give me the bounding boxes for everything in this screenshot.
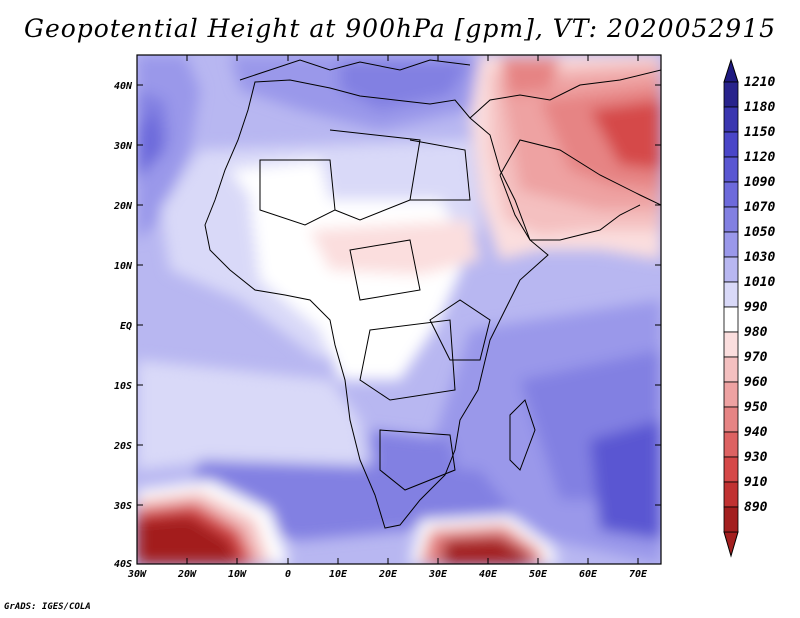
lat-label-eq: EQ (120, 321, 132, 332)
lon-label-40e: 40E (479, 569, 498, 580)
lon-label-10w: 10W (228, 569, 247, 580)
colorbar-swatch (723, 131, 739, 158)
lon-label-50e: 50E (529, 569, 548, 580)
lat-label-20n: 20N (113, 201, 133, 212)
lat-label-40n: 40N (114, 81, 133, 92)
longitude-labels: 30W 20W 10W 0 10E 20E 30E 40E 50E 60E 70… (127, 569, 648, 580)
colorbar-label: 1070 (744, 200, 775, 215)
colorbar-swatch (723, 181, 739, 208)
colorbar-swatch (723, 356, 739, 383)
colorbar-swatch (723, 106, 739, 133)
colorbar-label: 980 (744, 325, 768, 340)
colorbar-label: 950 (744, 400, 768, 415)
colorbar-swatch (723, 281, 739, 308)
colorbar-swatch (723, 506, 739, 533)
coastlines-and-borders (204, 59, 661, 529)
latitude-labels: 40N 30N 20N 10N EQ 10S 20S 30S 40S (113, 81, 133, 570)
colorbar-swatch (723, 431, 739, 458)
colorbar: 1210 1180 1150 1120 1090 1070 1050 1030 1010 990 9… (723, 58, 775, 558)
grads-credit: GrADS: IGES/COLA (4, 602, 91, 612)
lon-label-10e: 10E (329, 569, 348, 580)
colorbar-swatch (723, 481, 739, 508)
axis-ticks (137, 55, 661, 564)
height-field-shading (137, 55, 661, 564)
colorbar-label: 910 (744, 475, 768, 490)
lon-label-70e: 70E (629, 569, 648, 580)
colorbar-label: 1120 (744, 150, 775, 165)
lon-label-30w: 30W (127, 569, 147, 580)
lat-label-30s: 30S (113, 501, 132, 512)
lat-label-10s: 10S (114, 381, 132, 392)
lat-label-40s: 40S (114, 559, 132, 570)
colorbar-swatch (723, 81, 739, 108)
colorbar-label: 990 (744, 300, 768, 315)
colorbar-label: 890 (744, 500, 768, 515)
lon-label-60e: 60E (579, 569, 598, 580)
colorbar-label: 1150 (744, 125, 775, 140)
colorbar-swatch (723, 456, 739, 483)
colorbar-label: 1090 (744, 175, 775, 190)
colorbar-label: 930 (744, 450, 768, 465)
colorbar-swatch (723, 406, 739, 433)
lon-label-30e: 30E (428, 569, 448, 580)
lat-label-20s: 20S (113, 441, 132, 452)
colorbar-top-arrow (723, 58, 739, 83)
plot-frame (136, 54, 662, 565)
colorbar-swatch (723, 206, 739, 233)
colorbar-label: 970 (744, 350, 768, 365)
colorbar-label: 1030 (744, 250, 775, 265)
colorbar-label: 960 (744, 375, 768, 390)
colorbar-swatch (723, 306, 739, 333)
colorbar-label: 1050 (744, 225, 775, 240)
lon-label-20w: 20W (177, 569, 197, 580)
lon-label-20e: 20E (378, 569, 398, 580)
colorbar-bottom-arrow (723, 531, 739, 558)
colorbar-label: 1180 (744, 100, 775, 115)
colorbar-label: 1210 (744, 75, 775, 90)
colorbar-label: 940 (744, 425, 768, 440)
colorbar-swatch (723, 256, 739, 283)
lat-label-30n: 30N (113, 141, 133, 152)
map-title: Geopotential Height at 900hPa [gpm], VT:… (23, 14, 777, 43)
colorbar-swatch (723, 381, 739, 408)
colorbar-swatch (723, 331, 739, 358)
lat-label-10n: 10N (114, 261, 133, 272)
colorbar-swatch (723, 231, 739, 258)
colorbar-swatch (723, 156, 739, 183)
lon-label-0: 0 (285, 569, 291, 580)
colorbar-label: 1010 (744, 275, 775, 290)
